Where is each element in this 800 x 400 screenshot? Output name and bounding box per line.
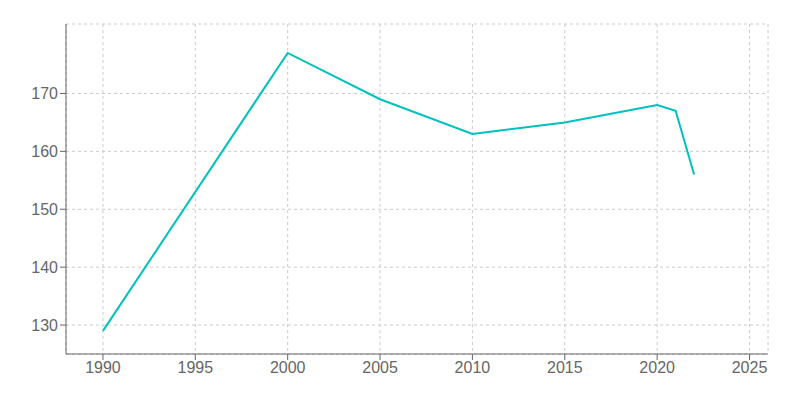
- svg-text:2020: 2020: [639, 359, 675, 376]
- svg-text:130: 130: [31, 317, 58, 334]
- svg-text:2025: 2025: [732, 359, 768, 376]
- svg-text:2000: 2000: [270, 359, 306, 376]
- svg-text:140: 140: [31, 259, 58, 276]
- svg-text:150: 150: [31, 201, 58, 218]
- svg-text:2015: 2015: [547, 359, 583, 376]
- svg-text:160: 160: [31, 143, 58, 160]
- svg-text:1990: 1990: [85, 359, 121, 376]
- svg-text:170: 170: [31, 85, 58, 102]
- svg-text:1995: 1995: [178, 359, 214, 376]
- svg-text:2005: 2005: [362, 359, 398, 376]
- svg-text:2010: 2010: [455, 359, 491, 376]
